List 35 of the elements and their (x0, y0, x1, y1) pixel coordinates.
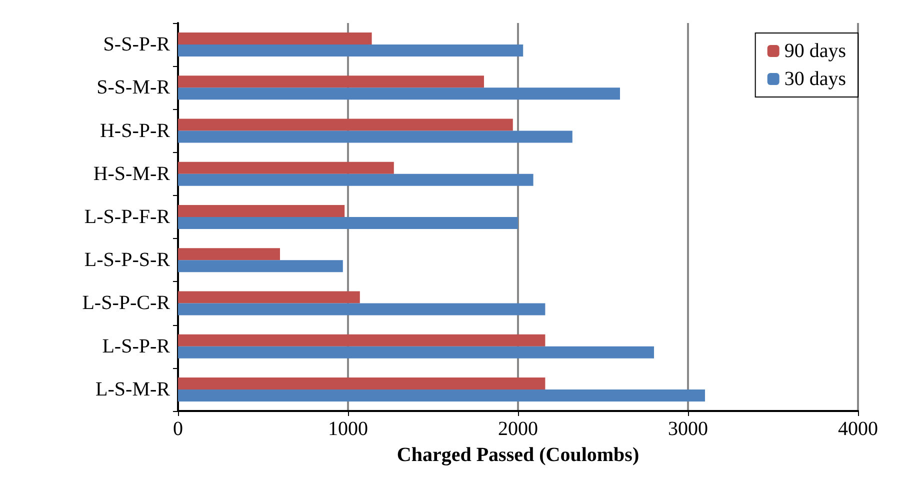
y-tick-label: L-S-P-F-R (84, 206, 171, 228)
y-tick-label: L-S-P-C-R (82, 292, 171, 314)
x-tick-label: 0 (173, 418, 183, 440)
bar (178, 76, 484, 88)
bar (178, 377, 546, 390)
legend-label: 30 days (784, 68, 846, 90)
bar (178, 162, 394, 174)
bar (178, 217, 518, 229)
bar (178, 260, 343, 272)
y-tick-label: L-S-P-S-R (84, 249, 171, 272)
y-tick-label: S-S-P-R (103, 34, 171, 56)
y-tick-label: H-S-M-R (93, 162, 171, 185)
legend-label: 90 days (784, 40, 846, 62)
x-tick-label: 2000 (498, 418, 538, 440)
y-tick-label: L-S-P-R (102, 335, 171, 358)
x-axis-title: Charged Passed (Coulombs) (396, 444, 640, 466)
bar (178, 248, 280, 260)
bar (178, 32, 372, 45)
bar (178, 88, 620, 100)
y-tick-label: S-S-M-R (96, 76, 171, 99)
bar (178, 346, 654, 358)
x-tick-label: 1000 (328, 418, 368, 440)
bar (178, 389, 705, 402)
bar (178, 303, 546, 316)
bar (178, 118, 513, 131)
y-tick-label: H-S-P-R (100, 120, 171, 142)
bar (178, 130, 572, 143)
bar (178, 205, 345, 217)
bar (178, 174, 534, 186)
bar (178, 334, 546, 346)
x-tick-label: 3000 (668, 418, 708, 440)
bar (178, 44, 524, 57)
bar (178, 291, 360, 304)
x-tick-label: 4000 (838, 418, 878, 440)
y-tick-label: L-S-M-R (96, 378, 171, 400)
